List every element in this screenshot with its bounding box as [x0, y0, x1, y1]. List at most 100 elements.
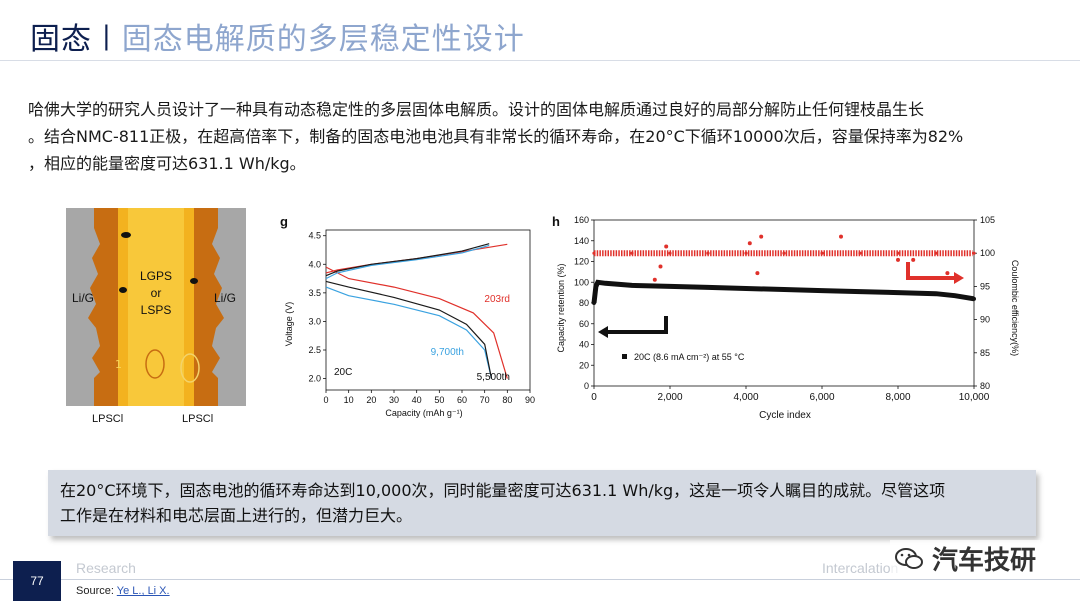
right-axis-arrow: [906, 262, 956, 280]
x-tick-label: 8,000: [885, 392, 910, 403]
center-lgps-core: [128, 208, 184, 406]
x-tick-label: 10,000: [959, 392, 990, 403]
y-tick-label: 4.5: [308, 231, 321, 241]
series-line-discharge: [325, 286, 493, 379]
voltage-plot-area: 0 10 20 30 40 50 60 70 80 90 2.0 2.5 3.0 3.5 4.0 4.5 203…: [308, 229, 535, 405]
x-tick-label: 0: [323, 395, 328, 405]
x-tick-label: 20: [366, 395, 376, 405]
coulombic-efficiency-outlier: [755, 271, 760, 276]
x-tick-label: 10: [344, 395, 354, 405]
capacity-retention-point: [744, 286, 748, 291]
x-tick-label: 6,000: [809, 392, 834, 403]
coulombic-efficiency-point: [706, 251, 710, 255]
y-axis-label: Voltage (V): [284, 302, 294, 347]
capacity-retention-point: [630, 283, 634, 288]
y-tick-label: 0: [584, 381, 589, 391]
marker-label: 1: [115, 358, 122, 371]
y-tick-label: 2.0: [308, 374, 321, 384]
plot-frame: [325, 229, 531, 391]
lithium-particle: [119, 287, 127, 293]
page-title: 固态 | 固态电解质的多层稳定性设计: [30, 14, 525, 58]
coulombic-efficiency-outlier: [652, 277, 657, 282]
right-y-tick-label: 95: [980, 281, 990, 291]
capacity-retention-point: [706, 285, 710, 290]
coulombic-efficiency-outlier: [759, 234, 764, 239]
right-label-lig: Li/G: [214, 291, 236, 305]
coulombic-efficiency-point: [782, 251, 786, 255]
capacity-retention-point: [592, 301, 596, 305]
series-line-charge: [325, 244, 490, 280]
coulombic-efficiency-point: [820, 251, 824, 255]
watermark: 汽车技研: [890, 540, 1041, 577]
series-line-discharge: [325, 266, 508, 379]
center-label-lgps: LGPS: [140, 269, 172, 283]
intro-line: 哈佛大学的研究人员设计了一种具有动态稳定性的多层固体电解质。设计的固体电解质通过…: [28, 100, 925, 119]
cycle-retention-chart: h 0 2,000 4,000 6,000 8,000 10,000 0 20 40 60 80 10…: [552, 214, 1020, 421]
x-tick-label: 2,000: [657, 392, 682, 403]
x-tick-label: 40: [412, 395, 422, 405]
footer-section-label: Research: [76, 560, 136, 576]
source-citation: Source: Ye L., Li X.: [76, 585, 170, 597]
coulombic-efficiency-outlier: [839, 234, 843, 239]
coulombic-efficiency-outlier: [658, 264, 663, 269]
capacity-retention-point: [593, 284, 598, 289]
right-y-tick-label: 90: [980, 315, 990, 325]
x-tick-label: 70: [480, 395, 490, 405]
coulombic-efficiency-point: [592, 251, 596, 255]
capacity-retention-point: [972, 296, 976, 301]
legend-marker: [622, 354, 627, 359]
left-lpscl-layer: [88, 208, 118, 406]
right-y-tick-label: 100: [980, 248, 995, 258]
y-tick-label: 140: [574, 236, 589, 246]
x-tick-label: 4,000: [733, 392, 758, 403]
x-tick-label: 50: [434, 395, 444, 405]
right-y-tick-label: 85: [980, 348, 990, 358]
coulombic-efficiency-point: [744, 251, 748, 255]
right-y-tick-label: 105: [980, 215, 995, 225]
y-tick-label: 120: [574, 257, 589, 267]
capacity-retention-point: [858, 289, 862, 294]
y-tick-label: 20: [579, 360, 589, 370]
particle-outline: [145, 349, 165, 379]
x-tick-label: 90: [525, 395, 535, 405]
coulombic-efficiency-point: [972, 251, 976, 255]
x-tick-label: 60: [457, 395, 467, 405]
bottom-right-label: LPSCl: [182, 413, 213, 425]
left-axis-arrowhead: [598, 326, 608, 338]
annotation-5500th: 5,500th: [477, 372, 510, 383]
y-tick-label: 3.0: [308, 316, 321, 326]
y-tick-label: 80: [579, 298, 589, 308]
y-tick-label: 160: [574, 215, 589, 225]
footer-right-label: Intercalation: [822, 560, 899, 576]
coulombic-efficiency-outlier: [747, 241, 752, 246]
annotation-9700th: 9,700th: [431, 347, 464, 358]
lithium-particle: [121, 232, 131, 238]
bottom-left-label: LPSCl: [92, 413, 123, 425]
capacity-retention-point: [953, 293, 957, 298]
x-tick-label: 30: [389, 395, 399, 405]
coulombic-efficiency-point: [896, 251, 900, 255]
summary-line: 在20°C环境下，固态电池的循环寿命达到10,000次，同时能量密度可达631.…: [60, 481, 946, 500]
y-tick-label: 4.0: [308, 259, 321, 269]
coulombic-efficiency-outlier: [911, 257, 916, 262]
y-tick-label: 40: [579, 340, 589, 350]
source-link[interactable]: Ye L., Li X.: [116, 585, 170, 597]
watermark-text: 汽车技研: [932, 546, 1037, 576]
summary-box: 在20°C环境下，固态电池的循环寿命达到10,000次，同时能量密度可达631.…: [48, 470, 1036, 536]
wechat-icon: [895, 547, 923, 569]
x-axis-label: Cycle index: [759, 410, 811, 421]
coulombic-efficiency-point: [668, 251, 672, 255]
y-tick-label: 2.5: [308, 345, 321, 355]
voltage-capacity-chart: g 0 10 20 30 40 50 60 70 80 90 2.0 2.5 3.0 3.5 4.0 4.5 2…: [280, 214, 535, 418]
left-label-lig: Li/G: [72, 291, 94, 305]
capacity-retention-point: [782, 287, 786, 292]
left-axis-arrow: [604, 316, 668, 334]
footer-divider: [0, 579, 1080, 580]
capacity-retention-point: [934, 291, 938, 296]
series-line-charge: [325, 243, 490, 277]
coulombic-efficiency-outlier: [664, 244, 669, 249]
right-y-axis-label: Coulombic efficiency(%): [1010, 260, 1020, 356]
summary-text: 在20°C环境下，固态电池的循环寿命达到10,000次，同时能量密度可达631.…: [60, 478, 1020, 528]
source-label: Source:: [76, 585, 114, 597]
particle-outline: [180, 353, 200, 383]
